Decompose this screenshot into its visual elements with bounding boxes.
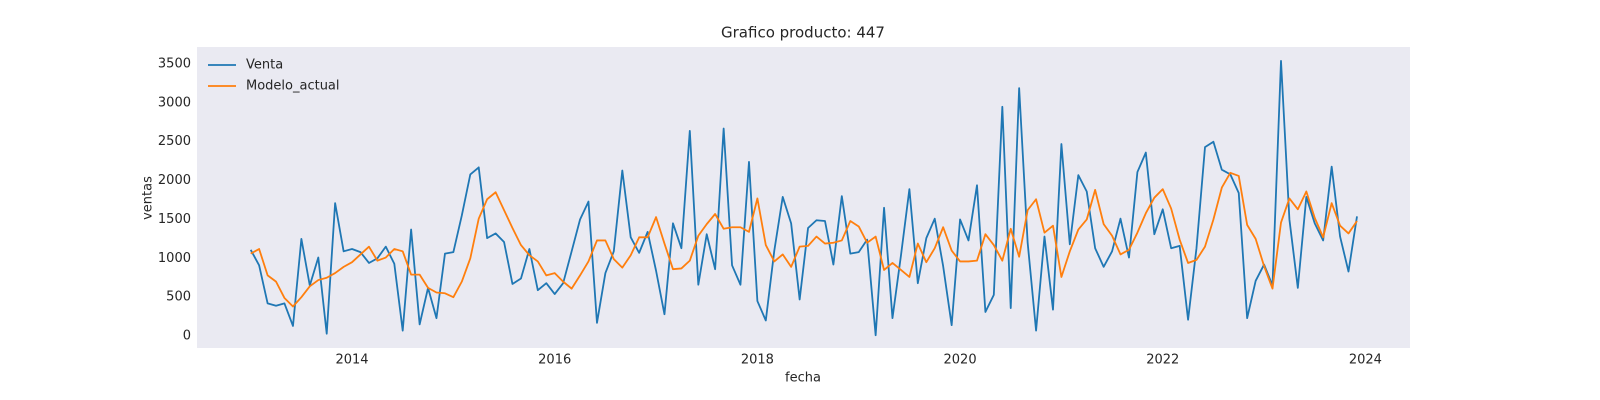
series-line bbox=[250, 171, 1358, 308]
plot-area bbox=[197, 47, 1410, 348]
y-tick-label: 3500 bbox=[158, 57, 191, 72]
series-line bbox=[249, 60, 1358, 337]
y-axis-label: ventas bbox=[141, 176, 156, 220]
y-tick-label: 500 bbox=[166, 290, 191, 305]
y-tick-label: 1500 bbox=[158, 212, 191, 227]
y-tick-label: 1000 bbox=[158, 251, 191, 266]
y-tick-label: 3000 bbox=[158, 95, 191, 110]
legend-label: Modelo_actual bbox=[246, 79, 340, 94]
x-tick-label: 2020 bbox=[944, 353, 977, 368]
x-tick-label: 2014 bbox=[335, 353, 368, 368]
x-tick-label: 2022 bbox=[1146, 353, 1179, 368]
x-axis-label: fecha bbox=[785, 371, 821, 386]
y-tick-label: 2500 bbox=[158, 134, 191, 149]
legend-label: Venta bbox=[246, 58, 283, 73]
y-tick-label: 2000 bbox=[158, 173, 191, 188]
y-tick-label: 0 bbox=[183, 329, 191, 344]
x-tick-label: 2018 bbox=[741, 353, 774, 368]
x-tick-label: 2024 bbox=[1349, 353, 1382, 368]
chart-title: Grafico producto: 447 bbox=[721, 24, 885, 42]
x-tick-label: 2016 bbox=[538, 353, 571, 368]
